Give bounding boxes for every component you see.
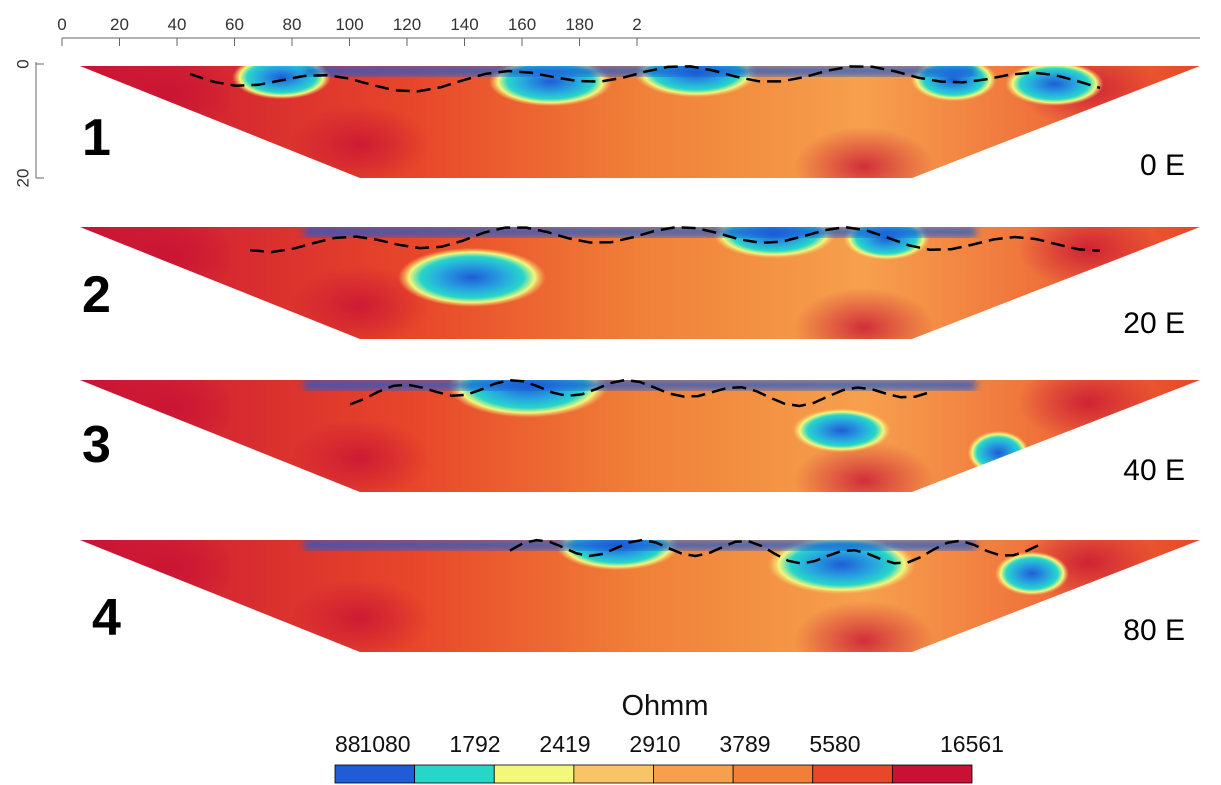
colorbar-label: 3789	[719, 731, 770, 757]
profile-number: 4	[92, 589, 121, 647]
low-resistivity-zone	[1005, 66, 1104, 106]
profile-section-4: 4 80 E	[80, 538, 1200, 652]
x-tick-label: 80	[283, 15, 302, 34]
high-resistivity-zone	[1018, 227, 1158, 290]
x-tick-label: 180	[565, 15, 593, 34]
x-tick-label: 100	[335, 15, 363, 34]
profile-number: 2	[82, 266, 111, 324]
surface-low-band	[304, 380, 976, 390]
colorbar-label: 5580	[809, 731, 860, 757]
interface-dashed-line	[189, 65, 1101, 93]
low-resistivity-zone	[232, 66, 331, 100]
x-tick-label: 140	[450, 15, 478, 34]
high-resistivity-zone	[794, 126, 934, 178]
colorbar-label: 2910	[629, 731, 680, 757]
high-resistivity-zone	[99, 380, 240, 448]
profile-direction: 0 E	[1140, 149, 1185, 182]
colorbar-swatch	[653, 764, 734, 784]
profile-section-1: 1 0 E	[80, 65, 1200, 182]
y-tick-label: 20	[13, 169, 32, 188]
x-tick-label: 0	[57, 15, 66, 34]
profile-number: 1	[82, 109, 111, 167]
colorbar-swatch	[891, 764, 973, 784]
colorbar-swatch	[493, 764, 575, 784]
high-resistivity-zone	[1018, 380, 1158, 443]
surface-low-band	[304, 66, 976, 76]
high-resistivity-zone	[794, 440, 934, 492]
surface-low-band	[304, 227, 976, 237]
colorbar-label: 1080	[359, 731, 410, 757]
profile-section-3: 3 40 E	[80, 378, 1200, 492]
x-tick-label: 20	[110, 15, 129, 34]
high-resistivity-zone	[99, 66, 240, 134]
x-tick-label: 2	[632, 15, 641, 34]
high-resistivity-zone	[290, 104, 430, 178]
profile-direction: 20 E	[1123, 307, 1185, 340]
x-tick-label: 120	[393, 15, 421, 34]
surface-low-band	[304, 540, 976, 550]
colorbar-title: Ohmm	[622, 690, 709, 722]
profile-section-2: 2 20 E	[80, 225, 1200, 340]
x-tick-label: 160	[508, 15, 536, 34]
interface-dashed-line	[509, 538, 1041, 565]
profile-direction: 40 E	[1123, 454, 1185, 487]
colorbar-swatch	[732, 764, 814, 784]
low-resistivity-zone	[967, 430, 1030, 475]
low-resistivity-zone	[995, 551, 1069, 596]
low-resistivity-zone	[398, 247, 546, 307]
x-axis: 0 20 40 60 80 100 120 140 160 180 2	[57, 15, 1200, 46]
low-resistivity-zone	[792, 408, 891, 453]
colorbar-label: 2419	[539, 731, 590, 757]
colorbar-swatch	[414, 764, 495, 784]
colorbar-swatch	[573, 764, 654, 784]
high-resistivity-zone	[290, 578, 430, 652]
colorbar-swatch	[812, 764, 893, 784]
y-axis: 0 20	[13, 59, 44, 187]
high-resistivity-zone	[794, 287, 934, 339]
profile-number: 3	[82, 416, 111, 474]
x-tick-label: 40	[168, 15, 187, 34]
high-resistivity-zone	[290, 418, 430, 492]
colorbar-label: 88	[335, 731, 361, 757]
high-resistivity-zone	[794, 600, 934, 652]
colorbar-label: 1792	[449, 731, 500, 757]
colorbar-swatch	[334, 764, 416, 784]
interface-dashed-line	[249, 225, 1101, 254]
y-tick-label: 0	[13, 59, 32, 68]
high-resistivity-zone	[99, 227, 240, 295]
profile-direction: 80 E	[1123, 614, 1185, 647]
interface-dashed-line	[349, 378, 931, 408]
x-tick-label: 60	[225, 15, 244, 34]
colorbar-label: 16561	[940, 731, 1004, 757]
